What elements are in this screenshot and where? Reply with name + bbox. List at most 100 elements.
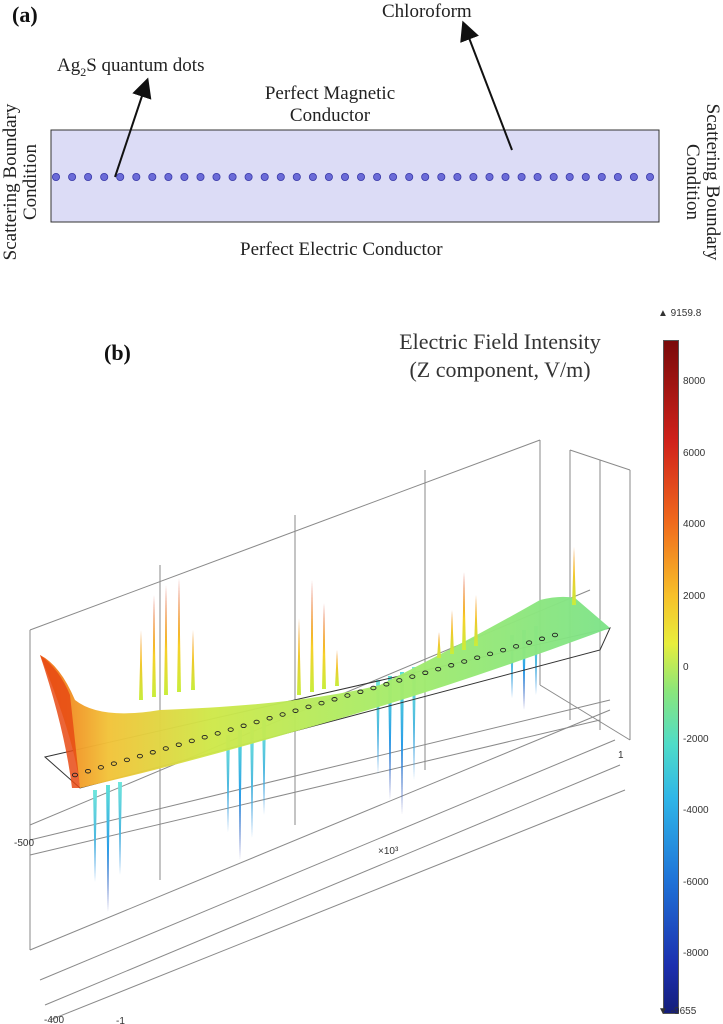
plot-title: Electric Field Intensity (Z component, V…: [372, 328, 628, 384]
panel-a-diagram: [50, 20, 660, 223]
slab-dot: [344, 693, 351, 698]
bounding-box: [29, 439, 631, 1021]
colorbar-tick: -4000: [683, 805, 709, 816]
slab-dot: [110, 761, 117, 766]
quantum-dot: [565, 172, 574, 181]
slab-dot: [383, 681, 390, 687]
quantum-dot: [373, 172, 382, 181]
slab-dot: [513, 644, 520, 649]
quantum-dot: [421, 172, 430, 181]
quantum-dot: [148, 172, 157, 181]
quantum-dots-label-post: S quantum dots: [86, 55, 205, 76]
quantum-dot: [52, 172, 61, 181]
pec-label: Perfect Electric Conductor: [240, 239, 443, 260]
chloroform-label: Chloroform: [382, 1, 472, 22]
slab-dot: [162, 746, 169, 751]
quantum-dot: [228, 172, 237, 181]
slab-dot: [123, 757, 130, 763]
quantum-dot: [597, 172, 606, 181]
colorbar-tick: -8000: [683, 947, 709, 959]
colorbar-max-label: ▲ 9159.8: [658, 308, 702, 319]
quantum-dot: [260, 172, 269, 181]
quantum-dot: [469, 172, 478, 181]
quantum-dot: [292, 172, 301, 181]
positive-spikes: [139, 547, 576, 700]
quantum-dot: [164, 172, 173, 181]
slab-dot: [279, 712, 286, 717]
quantum-dot: [116, 172, 125, 181]
slab-dot: [240, 723, 247, 729]
quantum-dot: [68, 172, 77, 181]
quantum-dot: [180, 172, 189, 181]
qd-arrow: [114, 77, 152, 178]
quantum-dot: [629, 172, 638, 181]
colorbar-tick: 4000: [683, 519, 706, 531]
colorbar-tick: 2000: [683, 590, 706, 602]
quantum-dot: [549, 172, 558, 181]
colorbar-tick: 8000: [683, 376, 706, 388]
chloroform-arrow: [460, 20, 513, 151]
slab-dot: [305, 704, 312, 710]
field-surface-edge: [40, 655, 80, 788]
slab-dot: [461, 659, 468, 664]
axis-label-neg500: -500: [14, 838, 34, 849]
pmc-label: Perfect Magnetic Conductor: [230, 83, 430, 127]
slab-dot: [201, 734, 208, 740]
field-plot: 1 -500 -400 -1 ×10³: [14, 439, 631, 1024]
plot-title-line2: (Z component, V/m): [409, 357, 591, 382]
axis-label-neg1: -1: [116, 1016, 125, 1024]
quantum-dot: [453, 172, 462, 181]
quantum-dot: [517, 172, 526, 181]
pmc-label-line2: Conductor: [289, 105, 371, 126]
slab-dot: [448, 663, 455, 668]
quantum-dot: [613, 172, 622, 181]
quantum-dot: [533, 172, 542, 181]
quantum-dot: [501, 172, 510, 181]
quantum-dot: [132, 172, 141, 181]
axis-label-neg400: -400: [44, 1015, 64, 1024]
quantum-dot: [84, 172, 93, 181]
slab-dot: [370, 685, 377, 691]
quantum-dot: [340, 172, 349, 181]
field-surface: [40, 596, 610, 788]
quantum-dot: [356, 172, 365, 181]
slab-dot: [487, 651, 494, 657]
quantum-dot: [276, 172, 285, 181]
slab-dot: [538, 636, 546, 642]
colorbar-min-label: ▼ -9655: [658, 1006, 697, 1017]
slab-dot: [227, 727, 234, 732]
colorbar-tick: -2000: [683, 733, 709, 745]
slab-dot-row: [71, 632, 559, 778]
slab-dot: [474, 655, 481, 660]
quantum-dot: [437, 172, 446, 181]
colorbar-tick: 0: [683, 662, 689, 674]
slab-dot: [188, 738, 195, 744]
pmc-label-line1: Perfect Magnetic: [264, 83, 396, 104]
quantum-dot: [212, 172, 221, 181]
colorbar-tick: 6000: [683, 447, 706, 459]
slab-dot: [409, 674, 416, 679]
slab-dot: [500, 647, 507, 653]
slab-dot: [292, 708, 299, 713]
axis-scale-label: ×10³: [378, 846, 399, 857]
quantum-dot: [308, 172, 317, 181]
slab-dot: [214, 731, 221, 736]
slab-dot: [149, 750, 156, 755]
quantum-dot: [244, 172, 253, 181]
quantum-dot: [196, 172, 205, 181]
slab-dot: [253, 719, 260, 725]
quantum-dot: [646, 172, 655, 181]
slab-dot: [97, 765, 104, 770]
quantum-dots-label-pre: Ag: [57, 55, 81, 76]
colorbar: [663, 340, 679, 1014]
slab-dot: [266, 715, 273, 721]
slab-dot: [357, 689, 364, 695]
slab-dot: [318, 700, 325, 706]
slab-dot: [396, 678, 403, 683]
quantum-dot: [100, 172, 109, 181]
slab-dot: [331, 697, 338, 702]
quantum-dot: [324, 172, 333, 181]
slab-dot: [435, 666, 442, 672]
quantum-dot: [405, 172, 414, 181]
plot-title-line1: Electric Field Intensity: [399, 329, 601, 354]
